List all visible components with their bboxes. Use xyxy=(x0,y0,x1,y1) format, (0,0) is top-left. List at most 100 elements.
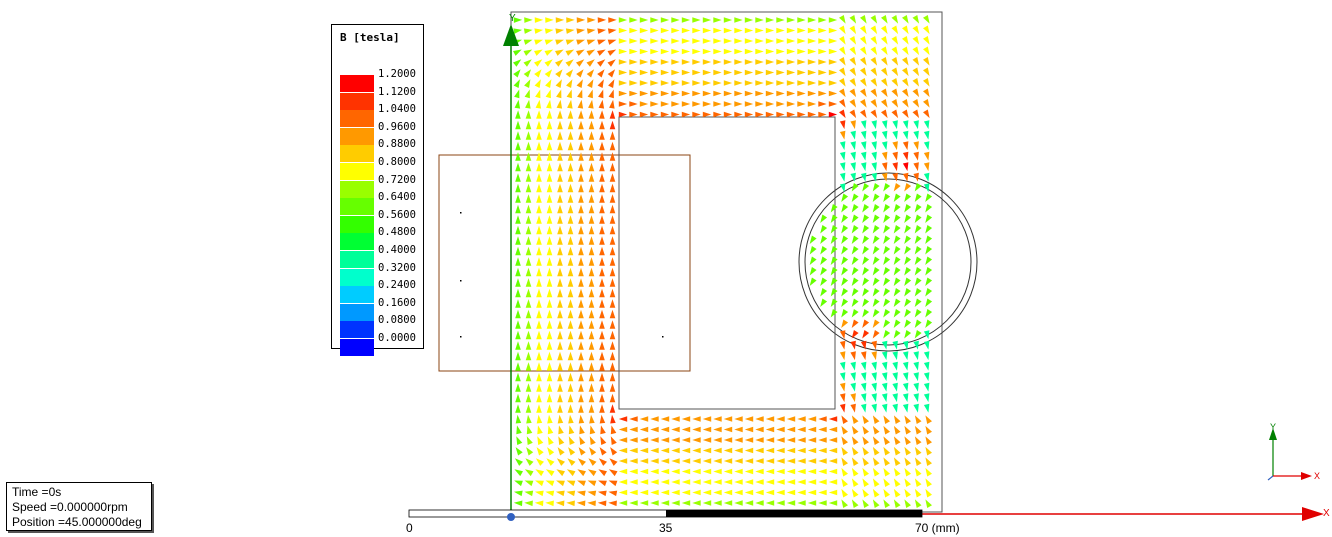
flux-arrow xyxy=(913,351,919,361)
flux-arrow xyxy=(525,383,532,392)
flux-arrow xyxy=(597,59,606,67)
flux-arrow xyxy=(765,59,775,65)
flux-arrow xyxy=(904,425,911,435)
flux-arrow xyxy=(536,246,542,256)
flux-arrow xyxy=(776,468,785,475)
flux-arrow xyxy=(776,437,785,443)
flux-arrow xyxy=(786,59,796,65)
legend-value-label: 0.4000 xyxy=(378,244,416,256)
flux-arrow xyxy=(755,17,764,23)
flux-arrow xyxy=(650,489,659,496)
flux-arrow xyxy=(872,499,880,508)
flux-arrow xyxy=(830,204,838,213)
flux-arrow xyxy=(862,246,870,255)
flux-arrow xyxy=(904,246,912,255)
flux-arrow xyxy=(692,437,701,443)
flux-arrow xyxy=(525,162,532,172)
flux-arrow xyxy=(650,69,659,76)
flux-arrow xyxy=(925,499,932,508)
flux-arrow xyxy=(881,141,888,151)
flux-arrow xyxy=(851,298,859,307)
flux-arrow xyxy=(618,468,628,475)
flux-arrow xyxy=(515,162,521,172)
flux-arrow xyxy=(904,298,912,307)
flux-arrow xyxy=(797,101,806,107)
flux-arrow xyxy=(610,414,616,424)
origin-marker[interactable] xyxy=(507,513,515,521)
flux-arrow xyxy=(902,340,909,350)
flux-arrow xyxy=(723,38,733,44)
flux-arrow xyxy=(566,500,575,507)
flux-arrow xyxy=(515,225,521,235)
flux-arrow xyxy=(818,447,827,454)
flux-arrow xyxy=(839,25,846,35)
flux-arrow xyxy=(536,383,542,392)
flux-arrow xyxy=(744,479,754,485)
flux-arrow xyxy=(713,500,722,506)
flux-arrow xyxy=(629,38,638,44)
flux-arrow xyxy=(546,267,553,277)
flux-arrow xyxy=(660,59,670,65)
flux-arrow xyxy=(588,99,594,109)
flux-arrow xyxy=(671,69,680,76)
flux-arrow xyxy=(862,225,870,234)
flux-arrow xyxy=(629,426,638,433)
flux-arrow xyxy=(565,49,575,56)
flux-arrow xyxy=(734,80,743,86)
flux-arrow xyxy=(797,90,806,97)
legend-entry: 0.1600 xyxy=(340,297,420,321)
flux-arrow xyxy=(851,225,859,234)
flux-arrow xyxy=(734,17,743,23)
flux-arrow xyxy=(839,361,846,371)
flux-arrow xyxy=(841,309,849,318)
flux-arrow xyxy=(515,267,521,277)
flux-arrow xyxy=(820,214,828,223)
flux-arrow xyxy=(578,215,584,224)
flux-arrow xyxy=(671,17,680,23)
flux-arrow xyxy=(660,27,670,34)
flux-arrow xyxy=(904,267,912,276)
flux-arrow xyxy=(881,340,888,350)
flux-arrow xyxy=(883,246,891,255)
flux-arrow xyxy=(671,426,680,433)
flux-arrow xyxy=(913,372,919,382)
flux-arrow xyxy=(525,194,532,203)
flux-arrow xyxy=(577,458,586,466)
flux-arrow xyxy=(914,277,922,286)
flux-arrow xyxy=(904,225,912,234)
flux-arrow xyxy=(525,246,532,256)
flux-arrow xyxy=(525,341,532,350)
flux-arrow xyxy=(609,278,616,287)
flux-arrow xyxy=(514,458,523,466)
flux-arrow xyxy=(515,131,521,140)
ruler-tick-35: 35 xyxy=(659,521,673,535)
flux-arrow xyxy=(860,15,867,24)
flux-arrow xyxy=(608,89,614,99)
flux-arrow xyxy=(629,90,638,97)
flux-arrow xyxy=(902,99,909,108)
flux-arrow xyxy=(765,17,775,23)
flux-arrow xyxy=(588,362,595,371)
flux-arrow xyxy=(599,341,605,350)
flux-arrow xyxy=(671,437,680,443)
flux-arrow xyxy=(557,393,563,403)
flux-arrow xyxy=(723,101,733,107)
flux-arrow xyxy=(870,57,878,66)
flux-arrow xyxy=(841,267,849,276)
flux-arrow xyxy=(755,479,764,485)
flux-arrow xyxy=(904,415,911,424)
flux-arrow xyxy=(904,309,912,318)
flux-arrow xyxy=(567,309,574,319)
flux-arrow xyxy=(765,69,775,76)
flux-arrow xyxy=(828,90,838,97)
flux-arrow xyxy=(578,309,584,319)
flux-arrow xyxy=(786,468,796,475)
flux-arrow xyxy=(567,194,574,203)
flux-arrow xyxy=(914,288,922,297)
flux-arrow xyxy=(567,383,574,392)
flux-arrow xyxy=(830,225,838,234)
flux-arrow xyxy=(851,193,859,202)
flux-arrow xyxy=(851,446,859,456)
flux-arrow xyxy=(883,183,891,192)
